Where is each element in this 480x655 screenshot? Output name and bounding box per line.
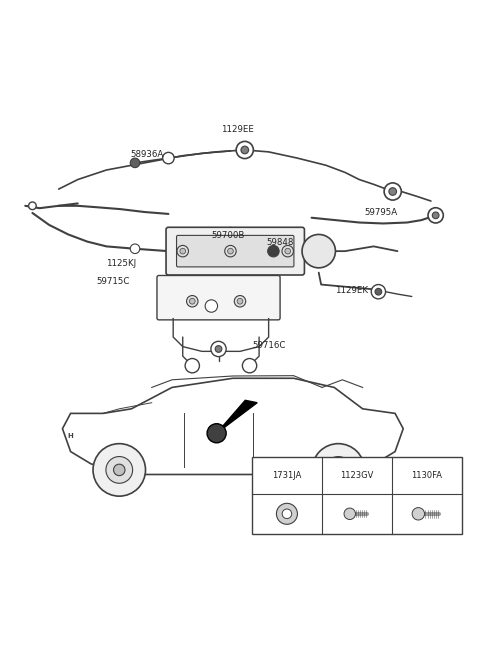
Text: 58936A: 58936A: [130, 150, 164, 159]
Circle shape: [375, 288, 382, 295]
Circle shape: [215, 346, 222, 352]
Circle shape: [106, 457, 132, 483]
Text: 59715C: 59715C: [97, 276, 130, 286]
Circle shape: [282, 246, 293, 257]
Text: 1129EK: 1129EK: [336, 286, 369, 295]
Circle shape: [268, 246, 279, 257]
Bar: [252, 457, 462, 534]
Text: 59795A: 59795A: [364, 208, 397, 217]
Text: 59716C: 59716C: [252, 341, 285, 350]
Text: 1123GV: 1123GV: [340, 471, 373, 480]
Circle shape: [237, 299, 243, 304]
Circle shape: [185, 358, 199, 373]
Circle shape: [130, 158, 140, 168]
Text: 1129EE: 1129EE: [221, 125, 254, 134]
Circle shape: [180, 248, 186, 254]
Circle shape: [333, 464, 344, 476]
Circle shape: [389, 188, 396, 195]
Circle shape: [371, 284, 385, 299]
Circle shape: [205, 300, 217, 312]
Circle shape: [29, 202, 36, 210]
Text: 1731JA: 1731JA: [272, 471, 301, 480]
Circle shape: [276, 503, 298, 524]
FancyBboxPatch shape: [166, 227, 304, 275]
Circle shape: [428, 208, 444, 223]
Text: 1130FA: 1130FA: [411, 471, 443, 480]
Circle shape: [241, 146, 249, 154]
Circle shape: [236, 141, 253, 159]
Circle shape: [228, 248, 233, 254]
Text: 59700B: 59700B: [211, 231, 245, 240]
Circle shape: [163, 153, 174, 164]
Circle shape: [344, 508, 356, 519]
Circle shape: [242, 358, 257, 373]
Circle shape: [282, 509, 292, 519]
Circle shape: [234, 295, 246, 307]
Circle shape: [302, 234, 336, 268]
Circle shape: [114, 464, 125, 476]
Circle shape: [207, 424, 226, 443]
Circle shape: [432, 212, 439, 219]
Text: H: H: [68, 434, 73, 440]
Circle shape: [130, 244, 140, 253]
Circle shape: [93, 443, 145, 496]
Circle shape: [225, 246, 236, 257]
Circle shape: [190, 299, 195, 304]
FancyBboxPatch shape: [177, 235, 294, 267]
Text: 1125KJ: 1125KJ: [107, 259, 136, 268]
Circle shape: [211, 341, 226, 356]
Circle shape: [285, 248, 290, 254]
Circle shape: [187, 295, 198, 307]
Polygon shape: [216, 400, 257, 433]
Circle shape: [312, 443, 364, 496]
FancyBboxPatch shape: [157, 276, 280, 320]
Circle shape: [412, 508, 424, 520]
Text: 59848: 59848: [266, 238, 294, 247]
Circle shape: [325, 457, 352, 483]
Circle shape: [312, 244, 326, 258]
Circle shape: [177, 246, 189, 257]
Circle shape: [384, 183, 401, 200]
